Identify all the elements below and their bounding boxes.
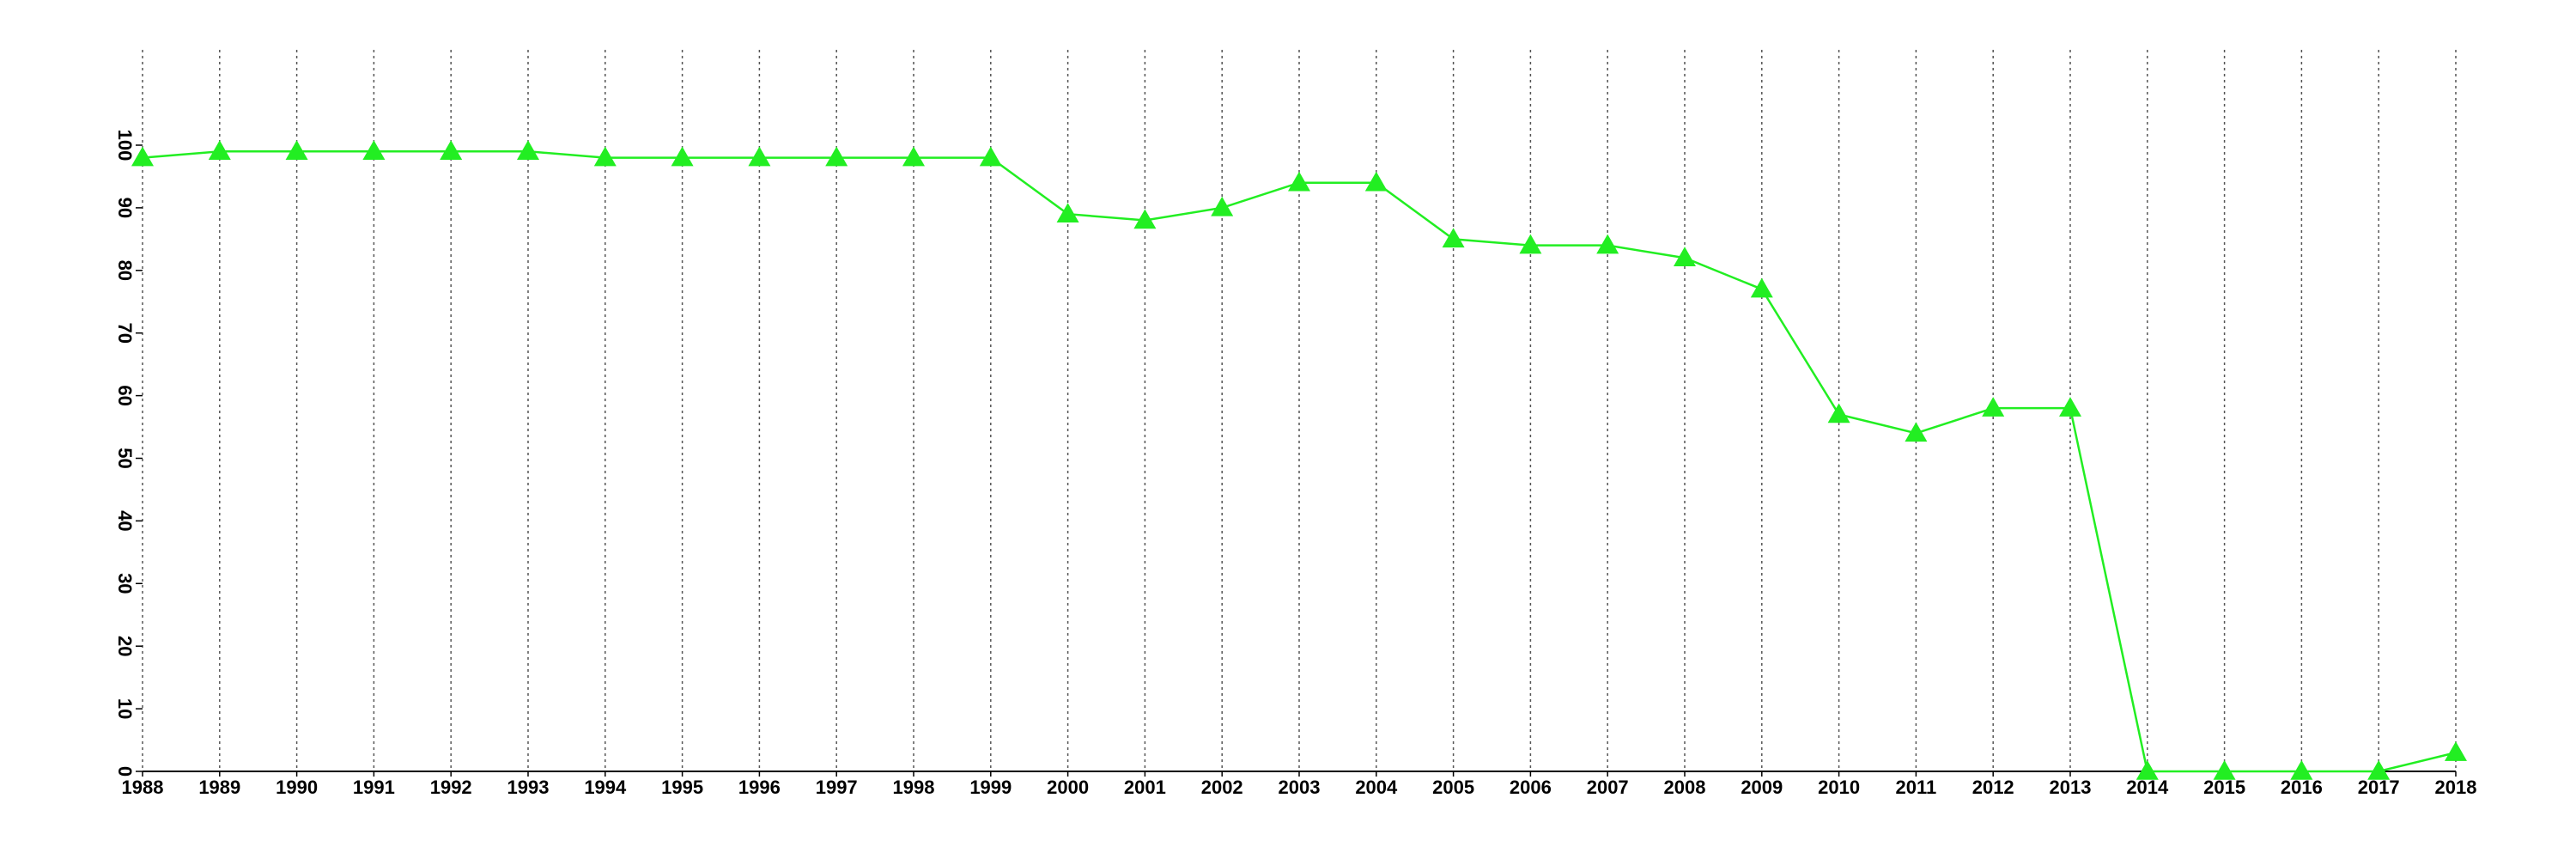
- marker: [1288, 171, 1310, 192]
- y-tick-label: 20: [114, 636, 136, 656]
- x-tick-label: 2007: [1587, 777, 1629, 798]
- y-tick-label: 70: [114, 322, 136, 343]
- marker: [1750, 277, 1773, 298]
- marker: [979, 146, 1002, 167]
- marker: [362, 140, 386, 161]
- x-tick-label: 2003: [1279, 777, 1321, 798]
- x-tick-label: 2009: [1741, 777, 1783, 798]
- marker: [1211, 196, 1234, 216]
- y-tick-label: 30: [114, 573, 136, 594]
- x-tick-label: 2006: [1510, 777, 1552, 798]
- x-tick-label: 2008: [1664, 777, 1706, 798]
- marker: [1519, 234, 1542, 254]
- x-tick-label: 2015: [2203, 777, 2245, 798]
- marker: [825, 146, 848, 167]
- marker: [208, 140, 231, 161]
- x-tick-label: 2018: [2435, 777, 2477, 798]
- y-tick-label: 40: [114, 510, 136, 531]
- marker: [2059, 397, 2081, 417]
- marker: [2136, 760, 2159, 780]
- x-tick-label: 2011: [1896, 777, 1937, 798]
- marker: [2367, 760, 2391, 780]
- marker: [2445, 741, 2467, 761]
- marker: [1674, 247, 1696, 266]
- marker: [748, 146, 771, 167]
- x-tick-label: 2016: [2281, 777, 2323, 798]
- x-tick-label: 2000: [1047, 777, 1089, 798]
- marker: [2213, 760, 2236, 780]
- marker: [1364, 171, 1388, 192]
- x-tick-label: 1996: [738, 777, 781, 798]
- x-tick-label: 1992: [430, 777, 472, 798]
- x-tick-label: 1995: [661, 777, 703, 798]
- marker: [902, 146, 925, 167]
- x-tick-label: 1994: [584, 777, 627, 798]
- y-tick-label: 80: [114, 260, 136, 281]
- y-tick-label: 10: [114, 698, 136, 719]
- marker: [1056, 203, 1079, 222]
- x-tick-label: 2004: [1355, 777, 1398, 798]
- y-tick-label: 60: [114, 385, 136, 405]
- x-tick-label: 2001: [1124, 777, 1166, 798]
- x-tick-label: 2013: [2050, 777, 2092, 798]
- x-tick-label: 2005: [1432, 777, 1474, 798]
- y-tick-label: 0: [114, 766, 136, 777]
- marker: [671, 146, 694, 167]
- y-tick-label: 90: [114, 198, 136, 218]
- marker: [2290, 760, 2313, 780]
- x-tick-label: 2002: [1201, 777, 1243, 798]
- x-tick-label: 1999: [969, 777, 1012, 798]
- marker: [285, 140, 308, 161]
- x-tick-label: 1988: [122, 777, 164, 798]
- x-tick-label: 1998: [893, 777, 935, 798]
- marker: [1133, 209, 1157, 229]
- marker: [1982, 397, 2005, 417]
- x-tick-label: 2012: [1972, 777, 2014, 798]
- marker: [517, 140, 539, 161]
- x-tick-label: 1991: [353, 777, 395, 798]
- x-tick-label: 2017: [2358, 777, 2400, 798]
- x-tick-label: 1990: [276, 777, 318, 798]
- marker: [1905, 422, 1928, 442]
- marker: [1596, 234, 1619, 254]
- x-tick-label: 1993: [507, 777, 550, 798]
- y-tick-label: 50: [114, 448, 136, 468]
- x-tick-label: 2014: [2126, 777, 2169, 798]
- marker: [1827, 403, 1850, 423]
- marker: [593, 146, 617, 167]
- marker: [1442, 228, 1465, 248]
- x-tick-label: 1997: [816, 777, 858, 798]
- y-tick-label: 100: [114, 130, 136, 161]
- marker: [131, 146, 154, 167]
- x-tick-label: 2010: [1818, 777, 1860, 798]
- x-tick-label: 1989: [198, 777, 240, 798]
- marker: [440, 140, 463, 161]
